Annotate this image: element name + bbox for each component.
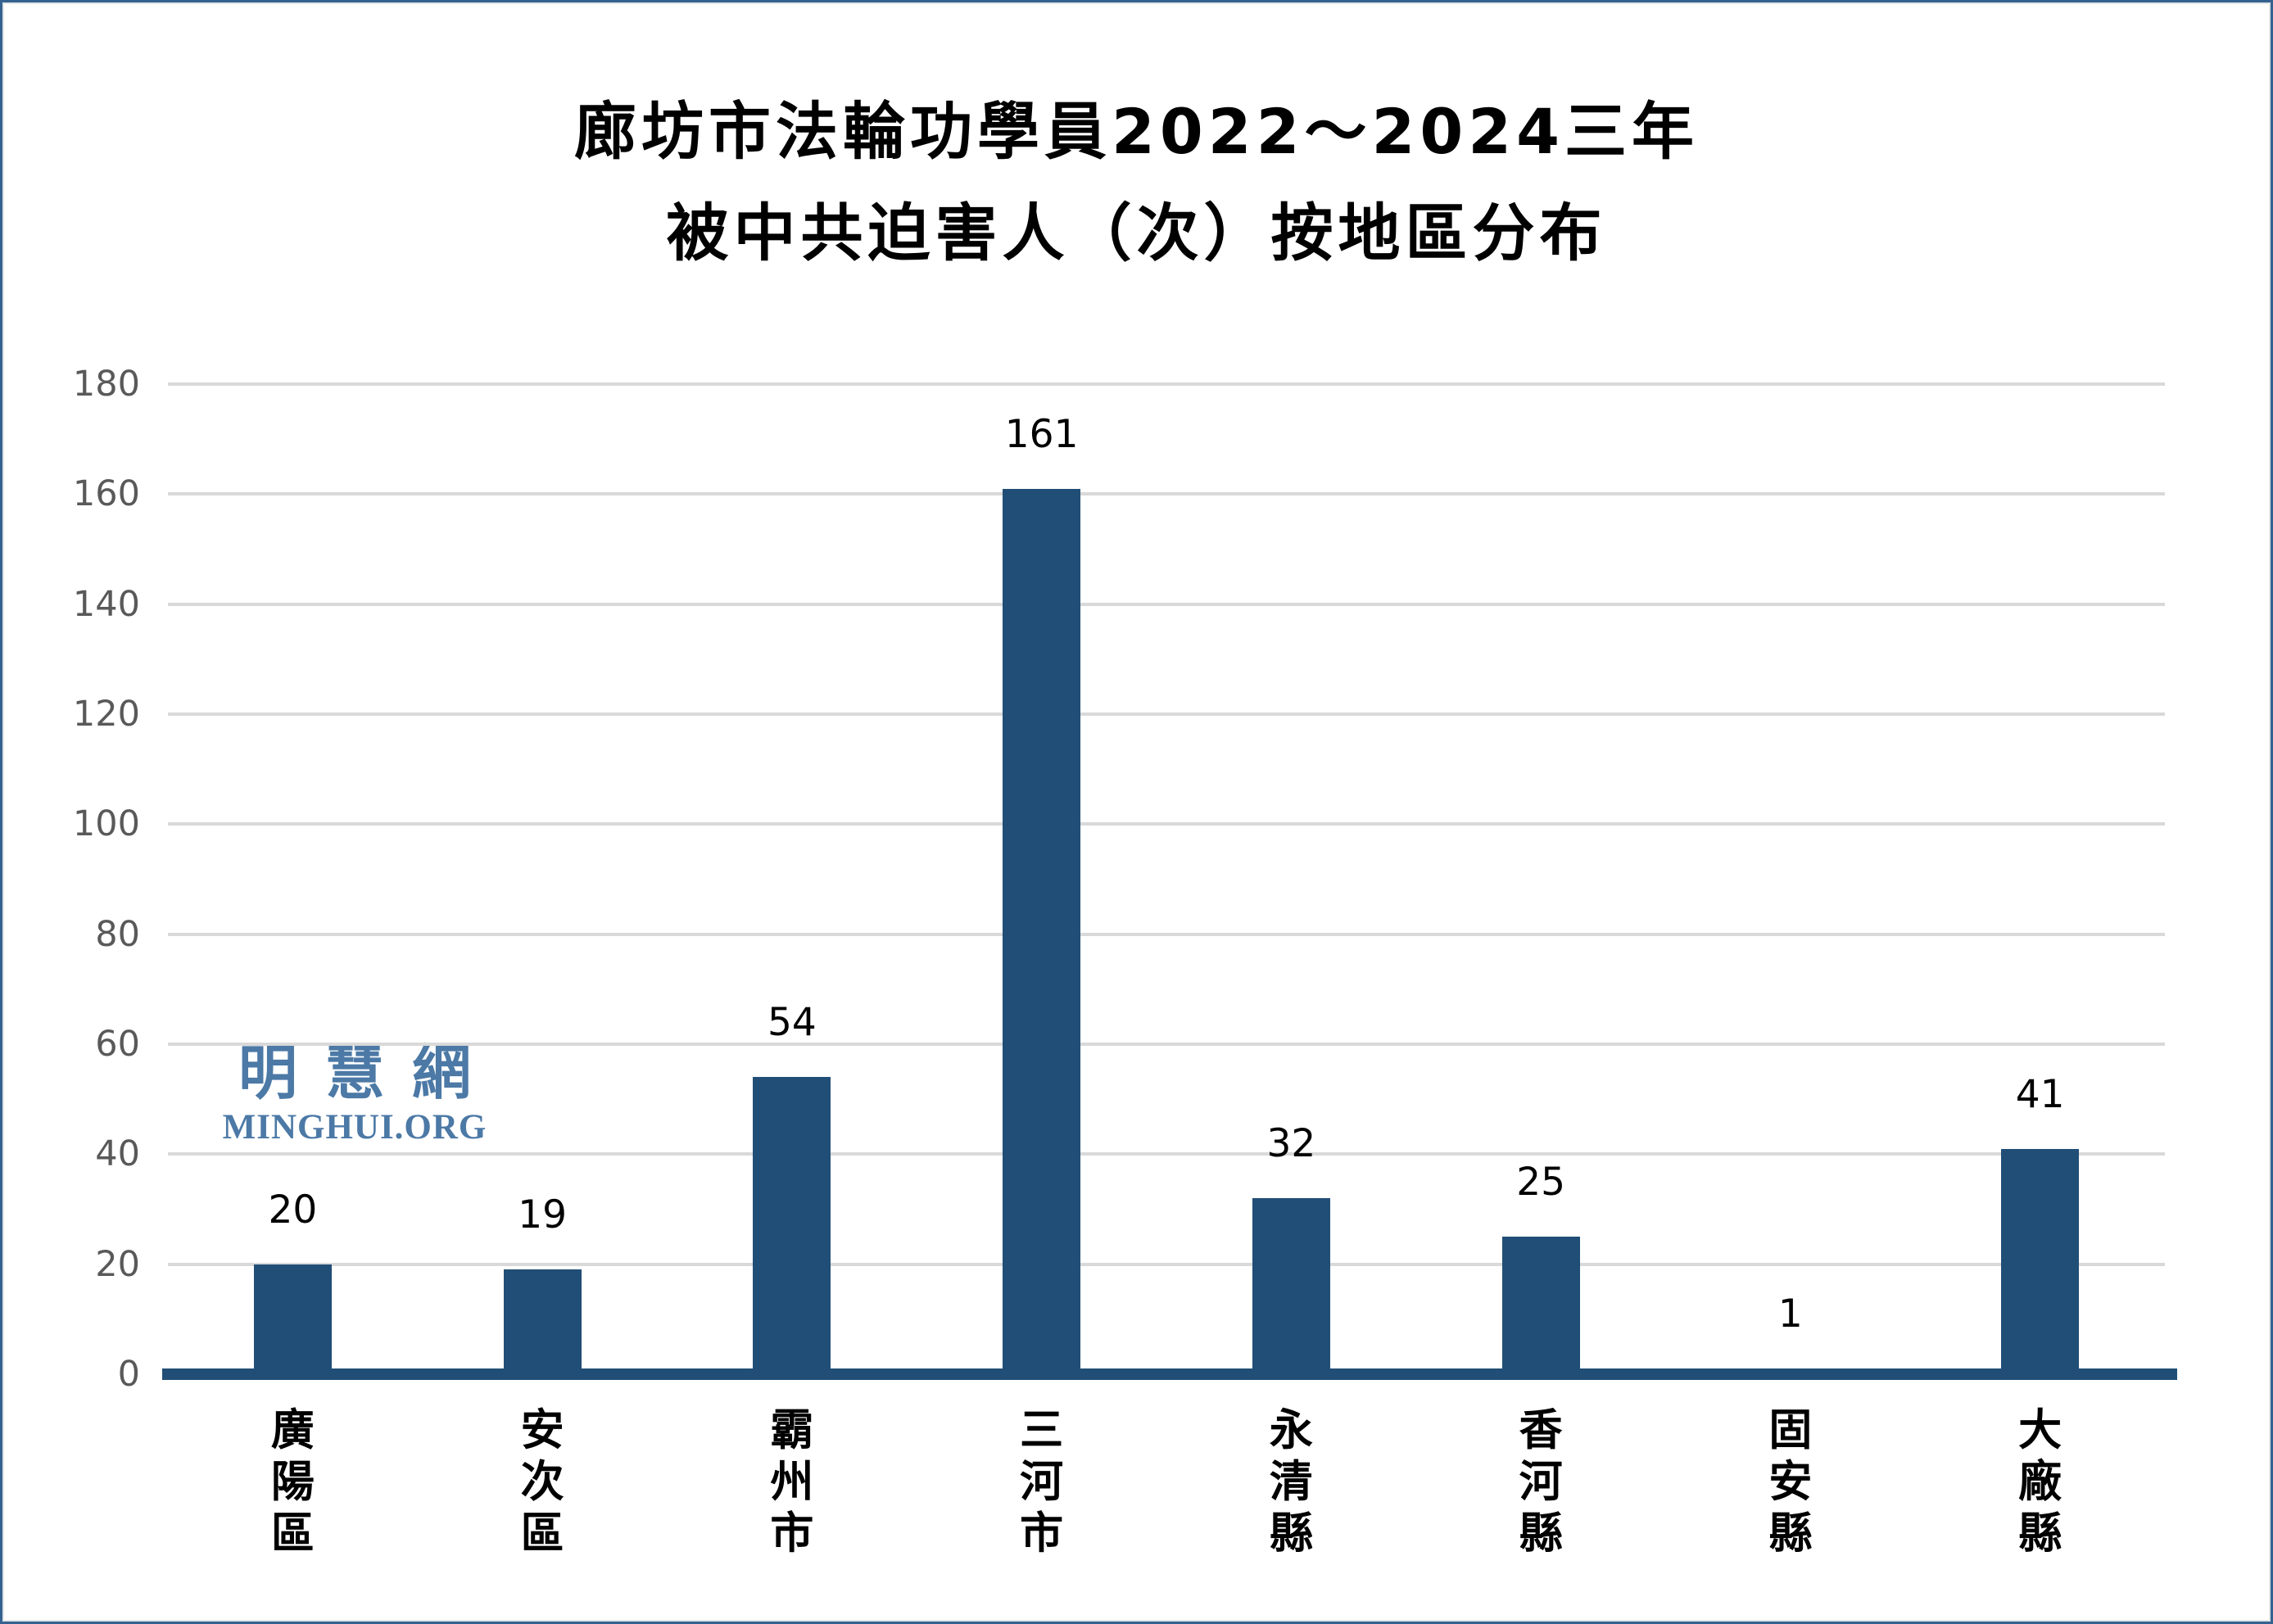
bar-value-label-廣陽區: 20	[268, 1187, 318, 1233]
x-category-char: 霸	[770, 1405, 814, 1455]
x-category-label-三河市: 三河市	[952, 1405, 1132, 1559]
x-category-char: 清	[1269, 1457, 1313, 1507]
bar-安次區	[503, 1269, 582, 1374]
x-category-label-香河縣: 香河縣	[1451, 1405, 1631, 1559]
y-tick-label-40: 40	[95, 1133, 140, 1175]
chart-title: 廊坊市法輪功學員2022～2024三年 被中共迫害人（次）按地區分布	[2, 94, 2271, 271]
bar-固安縣	[1751, 1368, 1830, 1374]
x-category-label-廣陽區: 廣陽區	[202, 1405, 383, 1559]
y-tick-label-100: 100	[72, 803, 140, 845]
gridline-y100	[168, 822, 2165, 826]
x-category-char: 縣	[1519, 1509, 1563, 1558]
x-category-char: 河	[1519, 1457, 1563, 1507]
gridline-y80	[168, 932, 2165, 936]
x-category-char: 縣	[1269, 1509, 1313, 1558]
minghui-watermark-cjk: 明慧網	[238, 1038, 499, 1107]
x-category-char: 安	[520, 1405, 564, 1455]
gridline-y180	[168, 382, 2165, 386]
bar-廣陽區	[253, 1264, 332, 1374]
minghui-watermark-latin: MINGHUI.ORG	[222, 1108, 487, 1147]
chart-title-line2: 被中共迫害人（次）按地區分布	[666, 197, 1607, 269]
x-category-char: 縣	[1768, 1509, 1813, 1558]
x-category-label-固安縣: 固安縣	[1700, 1405, 1881, 1559]
bar-value-label-三河市: 161	[1004, 411, 1079, 457]
x-category-label-安次區: 安次區	[452, 1405, 632, 1559]
bar-霸州市	[753, 1077, 831, 1374]
y-tick-label-120: 120	[72, 694, 140, 735]
x-category-char: 廠	[2018, 1457, 2062, 1507]
y-tick-label-180: 180	[72, 364, 140, 405]
gridline-y20	[168, 1262, 2165, 1266]
x-category-char: 固	[1768, 1405, 1813, 1455]
x-category-char: 區	[270, 1509, 315, 1558]
gridline-y160	[168, 492, 2165, 496]
gridline-y60	[168, 1043, 2165, 1046]
bar-value-label-固安縣: 1	[1777, 1292, 1803, 1337]
bar-value-label-香河縣: 25	[1516, 1160, 1566, 1206]
x-category-label-永清縣: 永清縣	[1201, 1405, 1381, 1559]
x-category-label-霸州市: 霸州市	[702, 1405, 882, 1559]
x-category-char: 永	[1269, 1405, 1313, 1455]
x-category-char: 廣	[270, 1405, 315, 1455]
y-tick-label-60: 60	[95, 1024, 140, 1065]
x-category-char: 州	[770, 1457, 814, 1507]
x-category-char: 陽	[270, 1457, 315, 1507]
bar-value-label-永清縣: 32	[1266, 1121, 1316, 1167]
bar-value-label-安次區: 19	[518, 1192, 568, 1238]
minghui-watermark: 明慧網 MINGHUI.ORG	[187, 1041, 523, 1147]
x-category-char: 安	[1768, 1457, 1813, 1507]
bar-永清縣	[1252, 1198, 1330, 1374]
x-category-char: 香	[1519, 1405, 1563, 1455]
x-axis-line	[162, 1368, 2177, 1380]
x-category-char: 次	[520, 1457, 564, 1507]
bar-value-label-大廠縣: 41	[2015, 1071, 2065, 1117]
y-tick-label-160: 160	[72, 473, 140, 515]
chart-title-line1: 廊坊市法輪功學員2022～2024三年	[573, 95, 1700, 168]
bar-香河縣	[1501, 1237, 1580, 1374]
gridline-y40	[168, 1152, 2165, 1156]
y-tick-label-140: 140	[72, 583, 140, 625]
bar-大廠縣	[2001, 1148, 2080, 1374]
x-category-char: 大	[2018, 1405, 2062, 1455]
gridline-y140	[168, 602, 2165, 606]
bar-三河市	[1003, 488, 1081, 1374]
y-tick-label-0: 0	[117, 1354, 140, 1395]
x-category-char: 河	[1020, 1457, 1064, 1507]
x-category-char: 市	[1020, 1509, 1064, 1558]
x-category-char: 三	[1020, 1405, 1064, 1455]
y-tick-label-20: 20	[95, 1243, 140, 1285]
x-category-char: 市	[770, 1509, 814, 1558]
x-category-label-大廠縣: 大廠縣	[1950, 1405, 2130, 1559]
bar-value-label-霸州市: 54	[767, 1000, 817, 1046]
y-tick-label-80: 80	[95, 913, 140, 955]
x-category-char: 縣	[2018, 1509, 2062, 1558]
gridline-y120	[168, 712, 2165, 716]
x-category-char: 區	[520, 1509, 564, 1558]
